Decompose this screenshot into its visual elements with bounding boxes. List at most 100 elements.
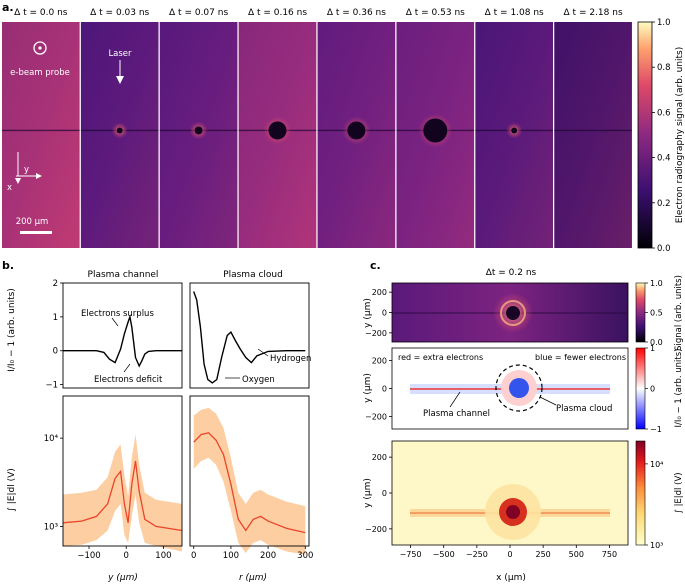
frame-title: Δ t = 0.0 ns bbox=[14, 8, 68, 18]
plot-frame-tr bbox=[189, 282, 310, 389]
plasma-channel-field-line bbox=[62, 460, 183, 532]
frame-title: Δ t = 0.53 ns bbox=[406, 8, 465, 18]
right-xticklabel: 300 bbox=[297, 551, 313, 561]
c-xlabel: x (μm) bbox=[496, 573, 526, 583]
plasma-cloud-profile-line bbox=[193, 291, 306, 384]
colorbar-a-ticklabel: 0.6 bbox=[657, 108, 671, 118]
colorbar-c2-ticklabel: 0 bbox=[650, 385, 655, 394]
left-xticklabel: −100 bbox=[77, 551, 100, 561]
bottom-yticklabel: 10⁴ bbox=[44, 434, 59, 444]
ebeam-probe-dot-icon bbox=[38, 46, 42, 50]
annotation-electrons-surplus: Electrons surplus bbox=[81, 309, 154, 319]
right-xticklabel: 200 bbox=[260, 551, 276, 561]
scalebar-label: 200 μm bbox=[16, 217, 49, 227]
colorbar-a bbox=[637, 21, 653, 249]
c-yticklabel: 0 bbox=[382, 385, 387, 394]
colorbar-c1 bbox=[635, 282, 646, 343]
panel-a-label: a. bbox=[2, 1, 14, 14]
plasma-channel-title: Plasma channel bbox=[88, 270, 159, 280]
plasma-cloud-field-line bbox=[193, 432, 306, 534]
frame-title: Δ t = 2.18 ns bbox=[564, 8, 623, 18]
radiography-frame-core bbox=[194, 126, 203, 135]
panel-c-axes: 200 0 −200 200 0 −200 200 0 −200 −750 −500 −250 0 250… bbox=[365, 288, 617, 559]
frame-title: Δ t = 0.16 ns bbox=[248, 8, 307, 18]
top-yticklabel: 0 bbox=[53, 347, 58, 357]
annotation-cloud-line bbox=[539, 396, 557, 406]
plot-frame-bl bbox=[62, 395, 183, 547]
colorbar-a-ticklabel: 0.2 bbox=[657, 199, 671, 209]
c-xticklabel: −750 bbox=[400, 550, 422, 559]
plasma-cloud-field-band bbox=[193, 407, 306, 555]
annotation-electrons-deficit: Electrons deficit bbox=[94, 375, 163, 385]
annotation-oxygen: Oxygen bbox=[242, 375, 275, 385]
frame-title: Δ t = 0.36 ns bbox=[327, 8, 386, 18]
colorbar-a-ticklabel: 0.8 bbox=[657, 63, 671, 73]
plasma-cloud-title: Plasma cloud bbox=[223, 270, 283, 280]
bottom-yticklabel: 10³ bbox=[44, 522, 58, 532]
left-xticklabel: 100 bbox=[155, 551, 171, 561]
colorbar-c3 bbox=[635, 440, 646, 546]
colorbar-c2-ticklabel: 1 bbox=[650, 344, 655, 353]
xlabel-y: y (μm) bbox=[107, 573, 138, 583]
annotation-deficit-line bbox=[123, 363, 131, 373]
c-xticklabel: 500 bbox=[569, 550, 584, 559]
axis-x-arrowhead-icon bbox=[15, 178, 21, 184]
colorbar-c2 bbox=[635, 347, 646, 430]
frame-title: Δ t = 0.03 ns bbox=[90, 8, 149, 18]
axis-y-label: y bbox=[24, 165, 29, 175]
annotation-channel-line bbox=[449, 391, 461, 408]
c-xticklabel: 250 bbox=[536, 550, 551, 559]
top-yticklabel: 1 bbox=[53, 313, 58, 323]
right-xticklabel: 0 bbox=[191, 551, 196, 561]
frame-title: Δ t = 1.08 ns bbox=[485, 8, 544, 18]
c-xticklabel: −250 bbox=[466, 550, 488, 559]
radiography-frame-core bbox=[347, 121, 366, 140]
panel-c-radiography-core bbox=[506, 306, 520, 320]
laser-arrowhead-icon bbox=[116, 76, 124, 84]
c-yticklabel: 200 bbox=[372, 288, 387, 297]
c-xticklabel: −500 bbox=[433, 550, 455, 559]
colorbar-c1-ticklabel: 0.5 bbox=[650, 309, 663, 318]
radiography-frame-shade bbox=[554, 22, 632, 248]
axis-y-arrowhead-icon bbox=[36, 173, 42, 179]
colorbar-c1-ticklabel: 1.0 bbox=[650, 279, 663, 288]
panel-c-title: Δt = 0.2 ns bbox=[486, 268, 537, 278]
colorbar-a-ticklabel: 0.0 bbox=[657, 244, 671, 254]
c2-ylabel: y (μm) bbox=[363, 373, 373, 403]
xlabel-r: r (μm) bbox=[239, 573, 267, 583]
colorbar-a-ticklabel: 1.0 bbox=[657, 18, 671, 28]
colorbar-a-ticklabel: 0.4 bbox=[657, 154, 671, 164]
c-yticklabel: 200 bbox=[372, 453, 387, 462]
colorbar-c2-ticklabel: −1 bbox=[650, 425, 662, 434]
panel-c-field-peak bbox=[506, 505, 520, 519]
legend-red: red = extra electrons bbox=[398, 353, 483, 362]
c-yticklabel: 200 bbox=[372, 357, 387, 366]
colorbar-c3-ticklabel: 10⁴ bbox=[650, 460, 663, 469]
plot-frame-br bbox=[189, 395, 310, 547]
ylabel-intensity: I/I₀ − 1 (arb. units) bbox=[7, 288, 17, 372]
panel-c-density-deficit bbox=[509, 378, 529, 398]
colorbar-c3-title: ∫ |E|dl (V) bbox=[674, 472, 684, 513]
c-yticklabel: −200 bbox=[365, 329, 387, 338]
c-yticklabel: 0 bbox=[382, 489, 387, 498]
panel-b-label: b. bbox=[2, 259, 14, 272]
ebeam-probe-label: e-beam probe bbox=[10, 68, 70, 78]
right-xticklabel: 100 bbox=[223, 551, 239, 561]
colorbar-c2-title: I/I₀ − 1 (arb. units) bbox=[674, 349, 684, 428]
c1-ylabel: y (μm) bbox=[363, 298, 373, 328]
c3-ylabel: y (μm) bbox=[363, 478, 373, 508]
annotation-surplus-line bbox=[111, 317, 119, 327]
c-yticklabel: −200 bbox=[365, 525, 387, 534]
annotation-plasma-cloud: Plasma cloud bbox=[556, 404, 612, 414]
radiography-frame-core bbox=[116, 127, 123, 134]
panel-b-plots: −1 0 1 2 10³ 10⁴ −100 0 100 0 100 200 300 bbox=[44, 279, 314, 561]
colorbar-a-title: Electron radiography signal (arb. units) bbox=[675, 47, 685, 224]
c-xticklabel: 0 bbox=[507, 550, 512, 559]
panel-c-density-cloud-outline bbox=[495, 364, 543, 412]
legend-blue: blue = fewer electrons bbox=[535, 353, 626, 362]
annotation-plasma-channel: Plasma channel bbox=[423, 409, 490, 419]
laser-label: Laser bbox=[108, 49, 132, 59]
annotation-hydrogen: Hydrogen bbox=[270, 354, 311, 364]
panel-c-radiography-ring bbox=[500, 300, 526, 326]
